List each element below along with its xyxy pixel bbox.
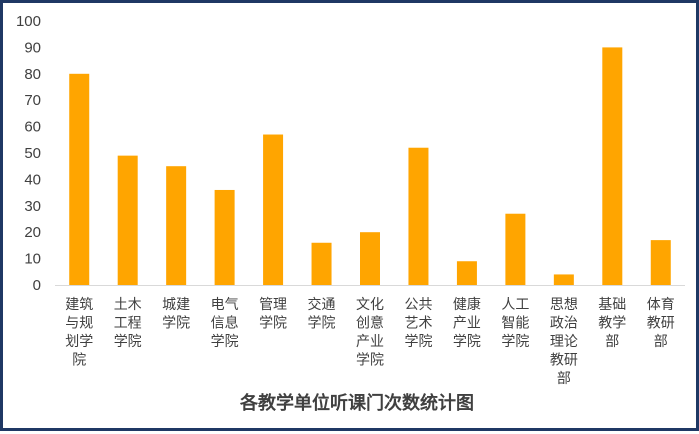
x-tick-label-line: 工程 xyxy=(114,316,142,332)
x-tick-label: 交通学院 xyxy=(308,296,336,332)
bar xyxy=(650,240,671,285)
x-tick-label-line: 教研 xyxy=(550,353,578,369)
y-tick-label: 50 xyxy=(24,145,41,162)
x-tick-label: 文化创意产业学院 xyxy=(356,297,384,369)
x-tick-label-line: 学院 xyxy=(308,316,336,332)
x-tick-label-line: 划学 xyxy=(65,334,93,350)
x-tick-label-line: 公共 xyxy=(404,297,432,313)
y-tick-label: 0 xyxy=(33,277,41,294)
x-tick-label: 公共艺术学院 xyxy=(404,297,432,350)
bar xyxy=(408,147,429,285)
y-tick-label: 30 xyxy=(24,198,41,215)
chart-title: 各教学单位听课门次数统计图 xyxy=(239,392,474,414)
y-tick-label: 10 xyxy=(24,251,41,268)
x-tick-label-line: 管理 xyxy=(259,297,287,313)
x-tick-label-line: 体育 xyxy=(647,297,675,313)
x-tick-label-line: 学院 xyxy=(211,334,239,350)
bar xyxy=(214,189,235,285)
x-tick-label-line: 建筑 xyxy=(65,297,93,313)
y-axis-ticks: 0 10 20 30 40 50 60 70 80 90 100 xyxy=(16,13,41,294)
x-tick-label-line: 交通 xyxy=(308,296,336,313)
x-tick-label: 基础教学部 xyxy=(598,296,626,350)
bar xyxy=(69,73,90,285)
y-tick-label: 20 xyxy=(24,224,41,241)
x-tick-label-line: 创意 xyxy=(356,315,384,332)
x-tick-label-line: 部 xyxy=(605,334,619,350)
x-tick-label-line: 政治 xyxy=(550,316,578,332)
x-tick-label: 建筑与规划学院 xyxy=(65,297,93,369)
x-tick-label-line: 基础 xyxy=(598,296,626,313)
x-axis-labels: 建筑与规划学院土木工程学院城建学院电气信息学院管理学院交通学院文化创意产业学院公… xyxy=(65,296,675,387)
x-tick-label-line: 院 xyxy=(72,353,86,369)
x-tick-label: 土木工程学院 xyxy=(114,297,142,350)
x-tick-label-line: 教学 xyxy=(598,316,626,332)
x-tick-label-line: 学院 xyxy=(501,334,529,350)
x-tick-label-line: 部 xyxy=(557,371,571,387)
bar xyxy=(263,134,284,285)
x-tick-label-line: 产业 xyxy=(356,334,384,350)
x-tick-label-line: 电气 xyxy=(211,297,239,313)
x-tick-label: 城建学院 xyxy=(162,297,190,332)
y-tick-label: 90 xyxy=(24,39,41,56)
x-tick-label-line: 学院 xyxy=(356,353,384,369)
y-tick-label: 60 xyxy=(24,119,41,136)
x-tick-label-line: 智能 xyxy=(501,316,529,332)
y-tick-label: 100 xyxy=(16,13,41,30)
x-tick-label: 人工智能学院 xyxy=(501,297,529,350)
x-tick-label: 健康产业学院 xyxy=(453,296,481,350)
x-tick-label-line: 学院 xyxy=(453,334,481,350)
bar xyxy=(602,47,623,286)
x-tick-label-line: 健康 xyxy=(453,296,481,313)
x-tick-label-line: 理论 xyxy=(550,334,578,350)
x-tick-label: 管理学院 xyxy=(259,297,287,332)
x-tick-label-line: 学院 xyxy=(259,316,287,332)
bar xyxy=(360,232,380,285)
x-tick-label-line: 城建 xyxy=(162,297,190,313)
bar xyxy=(311,242,332,285)
bar xyxy=(505,213,526,285)
bar xyxy=(117,155,138,285)
bar xyxy=(553,274,574,285)
y-tick-label: 80 xyxy=(24,66,41,83)
x-tick-label-line: 艺术 xyxy=(404,316,432,332)
bar xyxy=(456,261,477,285)
x-tick-label-line: 文化 xyxy=(356,297,384,313)
x-tick-label-line: 与规 xyxy=(65,316,93,332)
x-tick-label-line: 学院 xyxy=(114,334,142,350)
x-tick-label-line: 学院 xyxy=(404,334,432,350)
x-tick-label: 体育教研部 xyxy=(647,297,675,350)
x-tick-label-line: 信息 xyxy=(211,315,239,332)
x-tick-label-line: 土木 xyxy=(114,297,142,313)
x-tick-label: 电气信息学院 xyxy=(211,297,239,350)
x-tick-label-line: 部 xyxy=(654,334,668,350)
y-tick-label: 70 xyxy=(24,92,41,109)
bars xyxy=(69,47,671,286)
x-tick-label-line: 产业 xyxy=(453,316,481,332)
bar xyxy=(166,166,187,285)
y-tick-label: 40 xyxy=(24,171,41,188)
x-tick-label-line: 人工 xyxy=(501,297,529,313)
x-tick-label-line: 教研 xyxy=(647,316,675,332)
x-tick-label: 思想政治理论教研部 xyxy=(550,297,578,387)
x-tick-label-line: 思想 xyxy=(550,297,578,313)
x-tick-label-line: 学院 xyxy=(162,316,190,332)
